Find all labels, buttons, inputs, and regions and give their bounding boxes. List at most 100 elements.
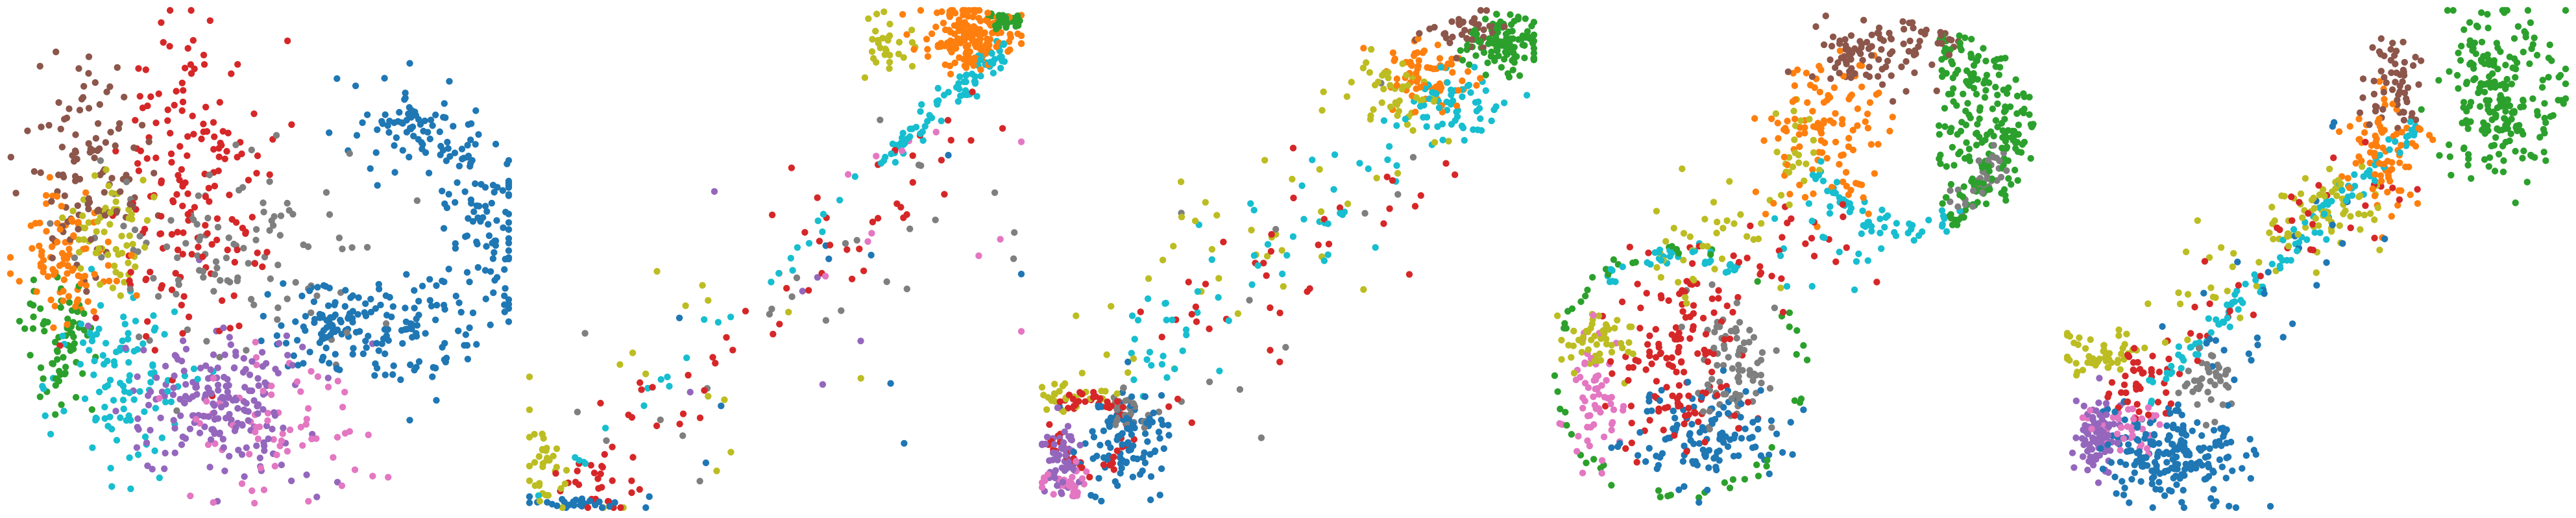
scatter-point-cyan: [42, 412, 49, 419]
scatter-point-red: [1627, 402, 1635, 410]
scatter-point-gray: [1749, 377, 1756, 384]
scatter-point-cyan: [1330, 186, 1337, 193]
scatter-point-purple: [2079, 453, 2087, 460]
scatter-point-orange: [29, 245, 36, 252]
scatter-point-cyan: [1429, 89, 1436, 96]
scatter-point-gray: [1716, 378, 1723, 386]
scatter-point-red: [172, 269, 179, 277]
scatter-point-blue: [1768, 417, 1775, 425]
scatter-point-brown: [85, 53, 93, 60]
scatter-point-green: [1480, 49, 1488, 56]
scatter-point-red: [1202, 280, 1209, 288]
scatter-point-brown: [1862, 71, 1870, 79]
scatter-point-green: [1994, 123, 2001, 130]
scatter-point-blue: [456, 162, 463, 169]
scatter-point-green: [1498, 64, 1505, 71]
scatter-point-brown: [2409, 110, 2416, 117]
scatter-point-cyan: [1809, 171, 1817, 179]
scatter-point-purple: [245, 417, 252, 424]
scatter-point-olive: [526, 406, 533, 413]
scatter-point-olive: [539, 430, 546, 438]
scatter-point-orange: [1838, 120, 1846, 128]
scatter-point-red: [2165, 355, 2172, 363]
scatter-point-cyan: [1471, 64, 1478, 71]
scatter-point-pink: [203, 398, 210, 405]
scatter-point-orange: [1823, 154, 1830, 162]
scatter-point-olive: [886, 20, 893, 28]
scatter-point-gray: [842, 240, 849, 247]
scatter-point-brown: [1822, 12, 1829, 19]
scatter-point-blue: [1098, 497, 1105, 505]
scatter-point-blue: [1608, 444, 1615, 451]
scatter-point-olive: [1392, 99, 1399, 106]
scatter-point-cyan: [121, 321, 128, 328]
scatter-point-orange: [1791, 116, 1799, 123]
scatter-point-gray: [1745, 338, 1753, 346]
scatter-point-purple: [255, 382, 262, 389]
scatter-point-pink: [1038, 484, 1046, 491]
scatter-point-green: [2463, 79, 2471, 86]
scatter-point-green: [1491, 37, 1498, 44]
scatter-point-green: [1014, 20, 1022, 28]
scatter-point-cyan: [998, 53, 1005, 60]
scatter-point-cyan: [1488, 117, 1495, 125]
scatter-point-blue: [475, 131, 482, 138]
scatter-point-olive: [1178, 214, 1185, 221]
scatter-point-brown: [1902, 58, 1910, 65]
scatter-point-orange: [942, 61, 949, 68]
scatter-point-olive: [1113, 390, 1121, 397]
scatter-point-olive: [535, 453, 543, 460]
scatter-point-cyan: [820, 210, 827, 218]
scatter-point-cyan: [106, 413, 114, 421]
scatter-point-pink: [284, 448, 291, 455]
scatter-point-cyan: [1439, 136, 1446, 143]
scatter-point-brown: [75, 225, 82, 233]
scatter-point-blue: [402, 94, 409, 102]
scatter-point-gray: [120, 223, 127, 230]
scatter-point-blue: [1141, 393, 1148, 401]
scatter-point-red: [144, 318, 151, 325]
scatter-point-cyan: [77, 321, 85, 328]
scatter-point-pink: [2128, 426, 2135, 434]
scatter-point-purple: [227, 341, 234, 349]
scatter-point-blue: [596, 498, 603, 506]
scatter-point-olive: [1348, 79, 1355, 86]
scatter-point-orange: [2388, 213, 2395, 220]
scatter-point-green: [1948, 58, 1955, 65]
scatter-point-red: [679, 410, 687, 417]
scatter-point-blue: [1070, 449, 1077, 456]
scatter-point-red: [242, 228, 249, 236]
scatter-point-pink: [302, 421, 310, 428]
scatter-point-orange: [1801, 193, 1809, 201]
scatter-point-gray: [196, 236, 203, 244]
scatter-point-pink: [334, 434, 341, 441]
scatter-point-brown: [113, 208, 121, 215]
scatter-point-red: [1729, 308, 1736, 316]
scatter-point-gray: [206, 171, 213, 179]
scatter-point-olive: [1059, 382, 1067, 389]
scatter-point-red: [1110, 466, 1117, 473]
scatter-point-blue: [481, 267, 489, 274]
scatter-point-blue: [371, 372, 378, 379]
scatter-point-cyan: [1393, 122, 1400, 129]
scatter-point-blue: [426, 135, 433, 143]
scatter-point-pink: [2156, 421, 2163, 428]
scatter-point-gray: [1706, 408, 1713, 415]
scatter-point-green: [2506, 137, 2513, 145]
scatter-point-brown: [1856, 38, 1864, 45]
scatter-point-green: [1486, 35, 1493, 42]
scatter-point-orange: [928, 30, 936, 38]
scatter-point-brown: [2409, 62, 2417, 69]
scatter-point-olive: [1359, 64, 1367, 72]
scatter-point-cyan: [1783, 282, 1791, 290]
scatter-point-green: [2485, 24, 2492, 32]
scatter-point-blue: [2149, 504, 2156, 512]
scatter-point-brown: [91, 79, 99, 86]
scatter-point-green: [2512, 66, 2520, 73]
scatter-point-brown: [85, 69, 92, 77]
scatter-point-red: [135, 65, 142, 72]
scatter-point-brown: [96, 145, 103, 153]
scatter-point-green: [2000, 186, 2008, 193]
scatter-point-orange: [1413, 78, 1420, 85]
scatter-point-orange: [1845, 191, 1853, 199]
